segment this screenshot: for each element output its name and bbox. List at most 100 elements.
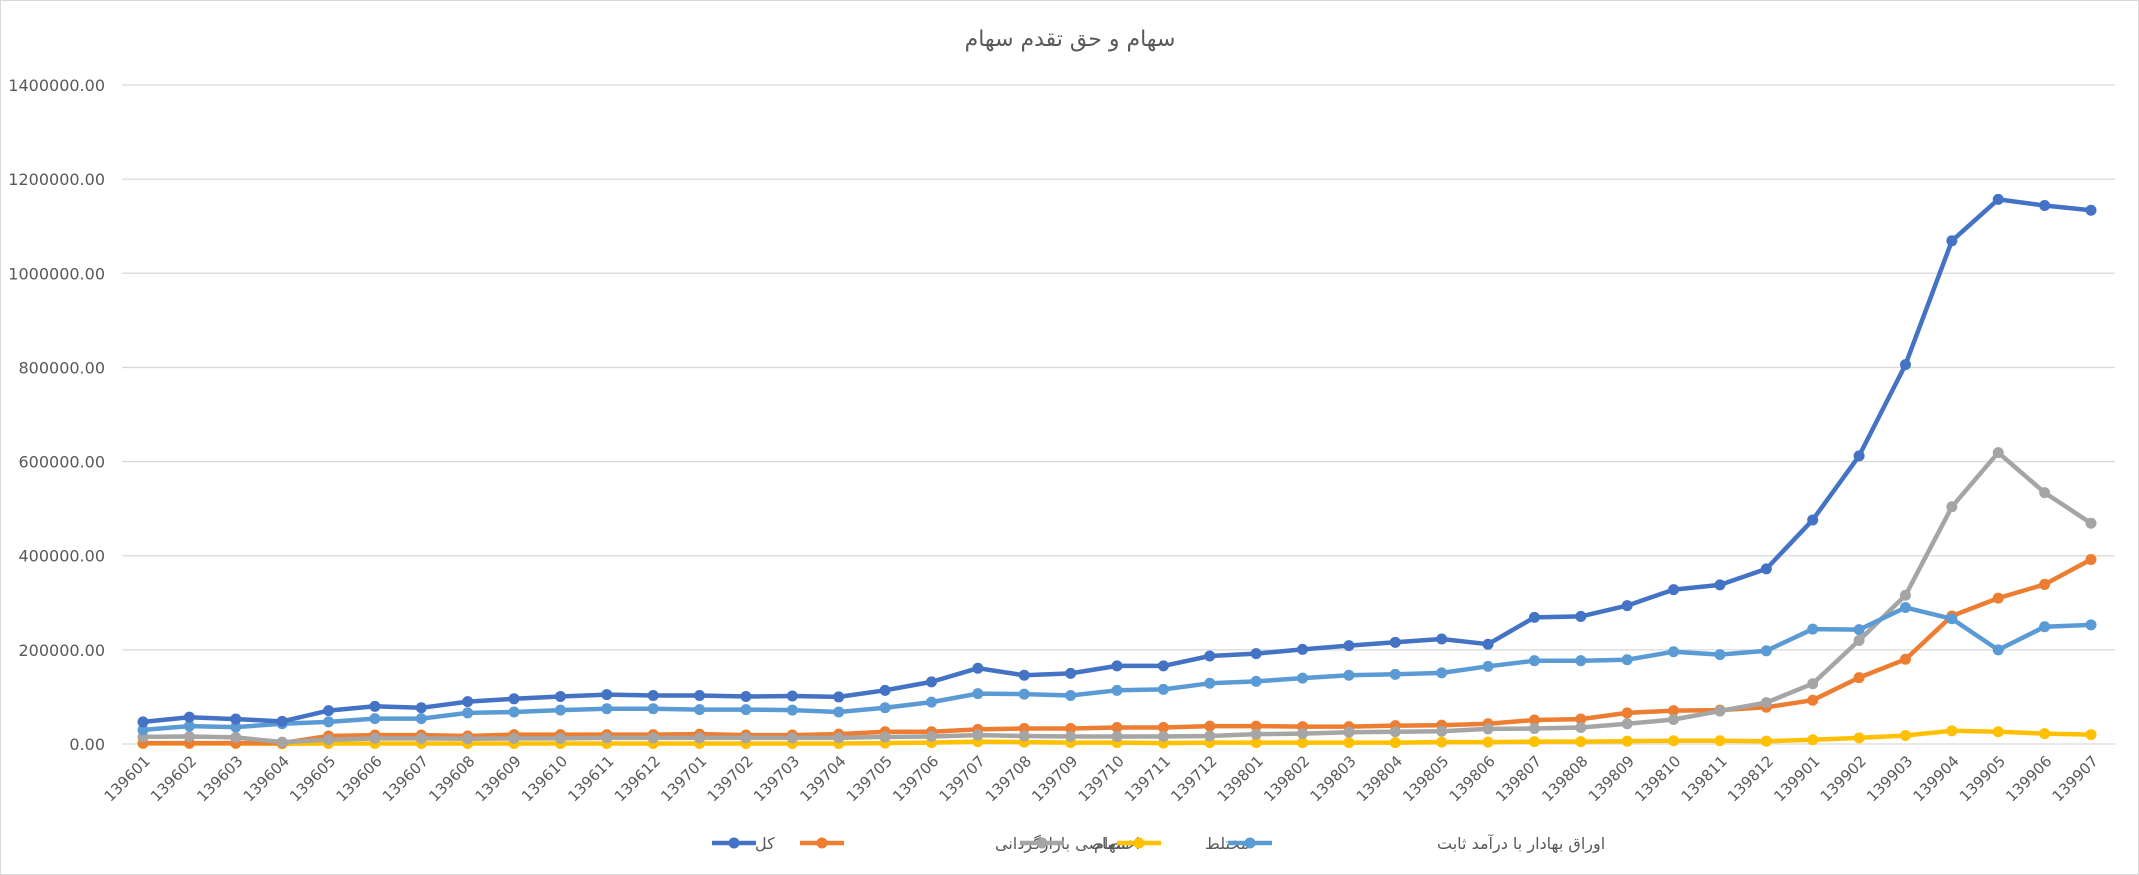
data-point <box>1528 736 1540 748</box>
data-point <box>1250 675 1262 687</box>
y-tick-label: 200000.00 <box>18 641 105 660</box>
legend-marker <box>728 837 740 849</box>
data-point <box>1807 678 1819 690</box>
data-point <box>183 711 195 723</box>
legend-label: سهام <box>1094 834 1130 854</box>
data-point <box>1621 735 1633 747</box>
data-point <box>1760 735 1772 747</box>
data-point <box>2039 728 2051 740</box>
data-point <box>1575 736 1587 748</box>
data-point <box>694 704 706 716</box>
data-point <box>740 690 752 702</box>
x-axis-ticks: 1396011396021396031396041396051396061396… <box>101 752 2102 805</box>
data-point <box>137 716 149 728</box>
data-point <box>740 704 752 716</box>
data-point <box>2039 578 2051 590</box>
x-tick-label: 139809 <box>1585 752 1638 805</box>
data-point <box>1297 728 1309 740</box>
y-tick-label: 1200000.00 <box>8 170 105 189</box>
data-point <box>1018 722 1030 734</box>
data-point <box>2039 487 2051 499</box>
y-tick-label: 1400000.00 <box>8 76 105 95</box>
data-point <box>1482 723 1494 735</box>
data-point <box>1853 450 1865 462</box>
data-point <box>1297 672 1309 684</box>
gridlines <box>122 84 2115 745</box>
legend-label: اختصاصی بازارگردانی <box>995 834 1140 854</box>
data-point <box>1575 722 1587 734</box>
y-tick-label: 400000.00 <box>18 547 105 566</box>
data-point <box>1760 645 1772 657</box>
series-line <box>140 450 2094 745</box>
data-point <box>1343 726 1355 738</box>
data-point <box>1946 613 1958 625</box>
data-point <box>230 731 242 743</box>
data-point <box>1018 669 1030 681</box>
data-point <box>1111 722 1123 734</box>
data-point <box>1204 677 1216 689</box>
legend-marker <box>1133 837 1145 849</box>
data-point <box>1157 722 1169 734</box>
x-tick-label: 139703 <box>750 752 803 805</box>
data-point <box>183 730 195 742</box>
data-point <box>508 706 520 718</box>
data-point <box>1157 660 1169 672</box>
x-tick-label: 139607 <box>379 752 432 805</box>
data-point <box>230 721 242 733</box>
data-point <box>1250 737 1262 749</box>
series-lines <box>137 193 2097 750</box>
series-2 <box>137 447 2097 748</box>
data-point <box>647 732 659 744</box>
data-point <box>1297 737 1309 749</box>
x-tick-label: 139802 <box>1260 752 1313 805</box>
x-tick-label: 139605 <box>286 752 339 805</box>
data-point <box>786 690 798 702</box>
y-axis-ticks: 0.00 200000.00 400000.00 600000.00 800000.00… <box>8 76 105 754</box>
data-point <box>2085 729 2097 741</box>
x-tick-label: 139707 <box>935 752 988 805</box>
data-point <box>1575 655 1587 667</box>
data-point <box>1807 734 1819 746</box>
y-tick-label: 600000.00 <box>18 453 105 472</box>
data-point <box>1204 650 1216 662</box>
data-point <box>786 704 798 716</box>
x-tick-label: 139609 <box>472 752 525 805</box>
data-point <box>833 691 845 703</box>
y-tick-label: 1000000.00 <box>8 264 105 283</box>
x-tick-label: 139903 <box>1863 752 1916 805</box>
data-point <box>833 706 845 718</box>
data-point <box>1899 730 1911 742</box>
data-point <box>1807 623 1819 635</box>
legend-marker <box>816 837 828 849</box>
data-point <box>1018 688 1030 700</box>
data-point <box>508 693 520 705</box>
data-point <box>1065 722 1077 734</box>
data-point <box>1482 660 1494 672</box>
data-point <box>1157 730 1169 742</box>
data-point <box>369 713 381 725</box>
data-point <box>1575 713 1587 725</box>
x-tick-label: 139710 <box>1075 752 1128 805</box>
x-tick-label: 139906 <box>2002 752 2055 805</box>
chart-title: سهام و حق تقدم سهام <box>965 27 1176 52</box>
data-point <box>879 731 891 743</box>
data-point <box>1482 638 1494 650</box>
data-point <box>879 702 891 714</box>
x-tick-label: 139602 <box>147 752 200 805</box>
x-tick-label: 139701 <box>657 752 710 805</box>
data-point <box>1343 640 1355 652</box>
data-point <box>415 713 427 725</box>
data-point <box>1528 714 1540 726</box>
legend-item: کل <box>712 834 775 853</box>
legend-marker <box>1244 837 1256 849</box>
data-point <box>1992 447 2004 459</box>
x-tick-label: 139706 <box>889 752 942 805</box>
x-tick-label: 139804 <box>1353 752 1406 805</box>
data-point <box>1250 648 1262 660</box>
x-tick-label: 139808 <box>1538 752 1591 805</box>
data-point <box>740 732 752 744</box>
data-point <box>2085 204 2097 216</box>
data-point <box>276 715 288 727</box>
data-point <box>1946 235 1958 247</box>
